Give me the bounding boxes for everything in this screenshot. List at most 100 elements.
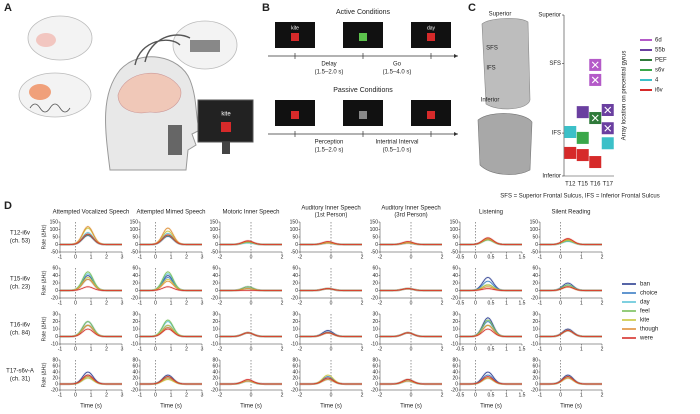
trace [300, 377, 362, 385]
label: 0.5 [488, 392, 495, 398]
label: 0 [295, 381, 298, 387]
label: 0 [410, 254, 413, 260]
label: 0 [250, 346, 253, 352]
trace [140, 278, 202, 291]
label: 10 [372, 326, 378, 332]
label: T12 [565, 182, 576, 188]
label: 2 [281, 254, 284, 260]
label: PEF [655, 58, 667, 64]
label: -2 [298, 254, 303, 260]
label: -20 [371, 295, 378, 301]
stimulus [427, 33, 435, 41]
label: 60 [452, 265, 458, 271]
label: 0 [474, 392, 477, 398]
label: Time (s) [240, 404, 262, 410]
label: 100 [50, 227, 59, 233]
label: day [427, 25, 436, 31]
label: 1 [505, 392, 508, 398]
label: 2 [281, 300, 284, 306]
label: 150 [290, 219, 299, 225]
cables [134, 34, 191, 66]
label: 0 [135, 334, 138, 340]
label: Time (s) [160, 404, 182, 410]
label: 80 [452, 357, 458, 363]
label: -2 [298, 392, 303, 398]
label: 3 [201, 346, 204, 352]
label: 40 [372, 273, 378, 279]
trace [140, 376, 202, 385]
trace [540, 238, 602, 245]
thought-bubble [27, 15, 93, 61]
label: (1.5–2.0 s) [315, 70, 344, 76]
label: 0 [55, 242, 58, 248]
label: -2 [218, 392, 223, 398]
label: 20 [292, 280, 298, 286]
array-x [591, 114, 599, 122]
label: -20 [51, 387, 58, 393]
label: 1 [505, 346, 508, 352]
label: 20 [212, 319, 218, 325]
label: ban [640, 282, 650, 288]
label: choice [640, 291, 658, 297]
label: 3 [121, 300, 124, 306]
cue-square [221, 122, 231, 132]
label: 20 [452, 319, 458, 325]
label: -0.5 [456, 392, 465, 398]
label: -20 [131, 295, 138, 301]
label: 2 [185, 300, 188, 306]
label: 1.5 [519, 346, 526, 352]
label: kite [291, 25, 299, 31]
label: (ch. 23) [10, 285, 30, 291]
trace [380, 332, 442, 337]
stimulus [359, 111, 367, 119]
label: 100 [370, 227, 379, 233]
label: 40 [52, 369, 58, 375]
label: 20 [132, 319, 138, 325]
label: 3 [121, 392, 124, 398]
label: 60 [52, 363, 58, 369]
label: SFS [486, 46, 498, 52]
label: -1 [538, 254, 543, 260]
label: T15-i6v [10, 277, 30, 283]
label: Superior [538, 13, 561, 19]
label: T17 [603, 182, 614, 188]
arrowhead [454, 54, 458, 58]
array [576, 131, 589, 144]
label: -0.5 [456, 254, 465, 260]
label: 20 [292, 375, 298, 381]
label: -20 [531, 387, 538, 393]
label: -2 [298, 346, 303, 352]
label: 3 [201, 392, 204, 398]
trace [460, 376, 522, 385]
label: -1 [538, 346, 543, 352]
label: 1 [580, 300, 583, 306]
label: -20 [131, 387, 138, 393]
label: 80 [132, 357, 138, 363]
label: 100 [530, 227, 539, 233]
label: 30 [132, 311, 138, 317]
label: -50 [131, 249, 138, 255]
trace [380, 241, 442, 245]
label: 0 [215, 334, 218, 340]
label: 1 [505, 300, 508, 306]
label: -50 [211, 249, 218, 255]
label: Rate (ΔHz) [41, 316, 47, 341]
label: SFS = Superior Frontal Sulcus, IFS = Inf… [500, 194, 659, 200]
label: 1 [90, 254, 93, 260]
label: 2 [441, 346, 444, 352]
label: -50 [51, 249, 58, 255]
label: Superior [489, 12, 512, 18]
label: 0 [474, 254, 477, 260]
trace [140, 280, 202, 291]
label: Auditory Inner Speech [381, 206, 440, 212]
label: 1.5 [519, 254, 526, 260]
label: 50 [132, 234, 138, 240]
trace [220, 240, 282, 245]
label: -2 [218, 300, 223, 306]
label: 20 [532, 375, 538, 381]
label: -50 [371, 249, 378, 255]
label: 1 [170, 254, 173, 260]
label: 40 [132, 369, 138, 375]
label: 0 [455, 334, 458, 340]
label: 40 [532, 369, 538, 375]
